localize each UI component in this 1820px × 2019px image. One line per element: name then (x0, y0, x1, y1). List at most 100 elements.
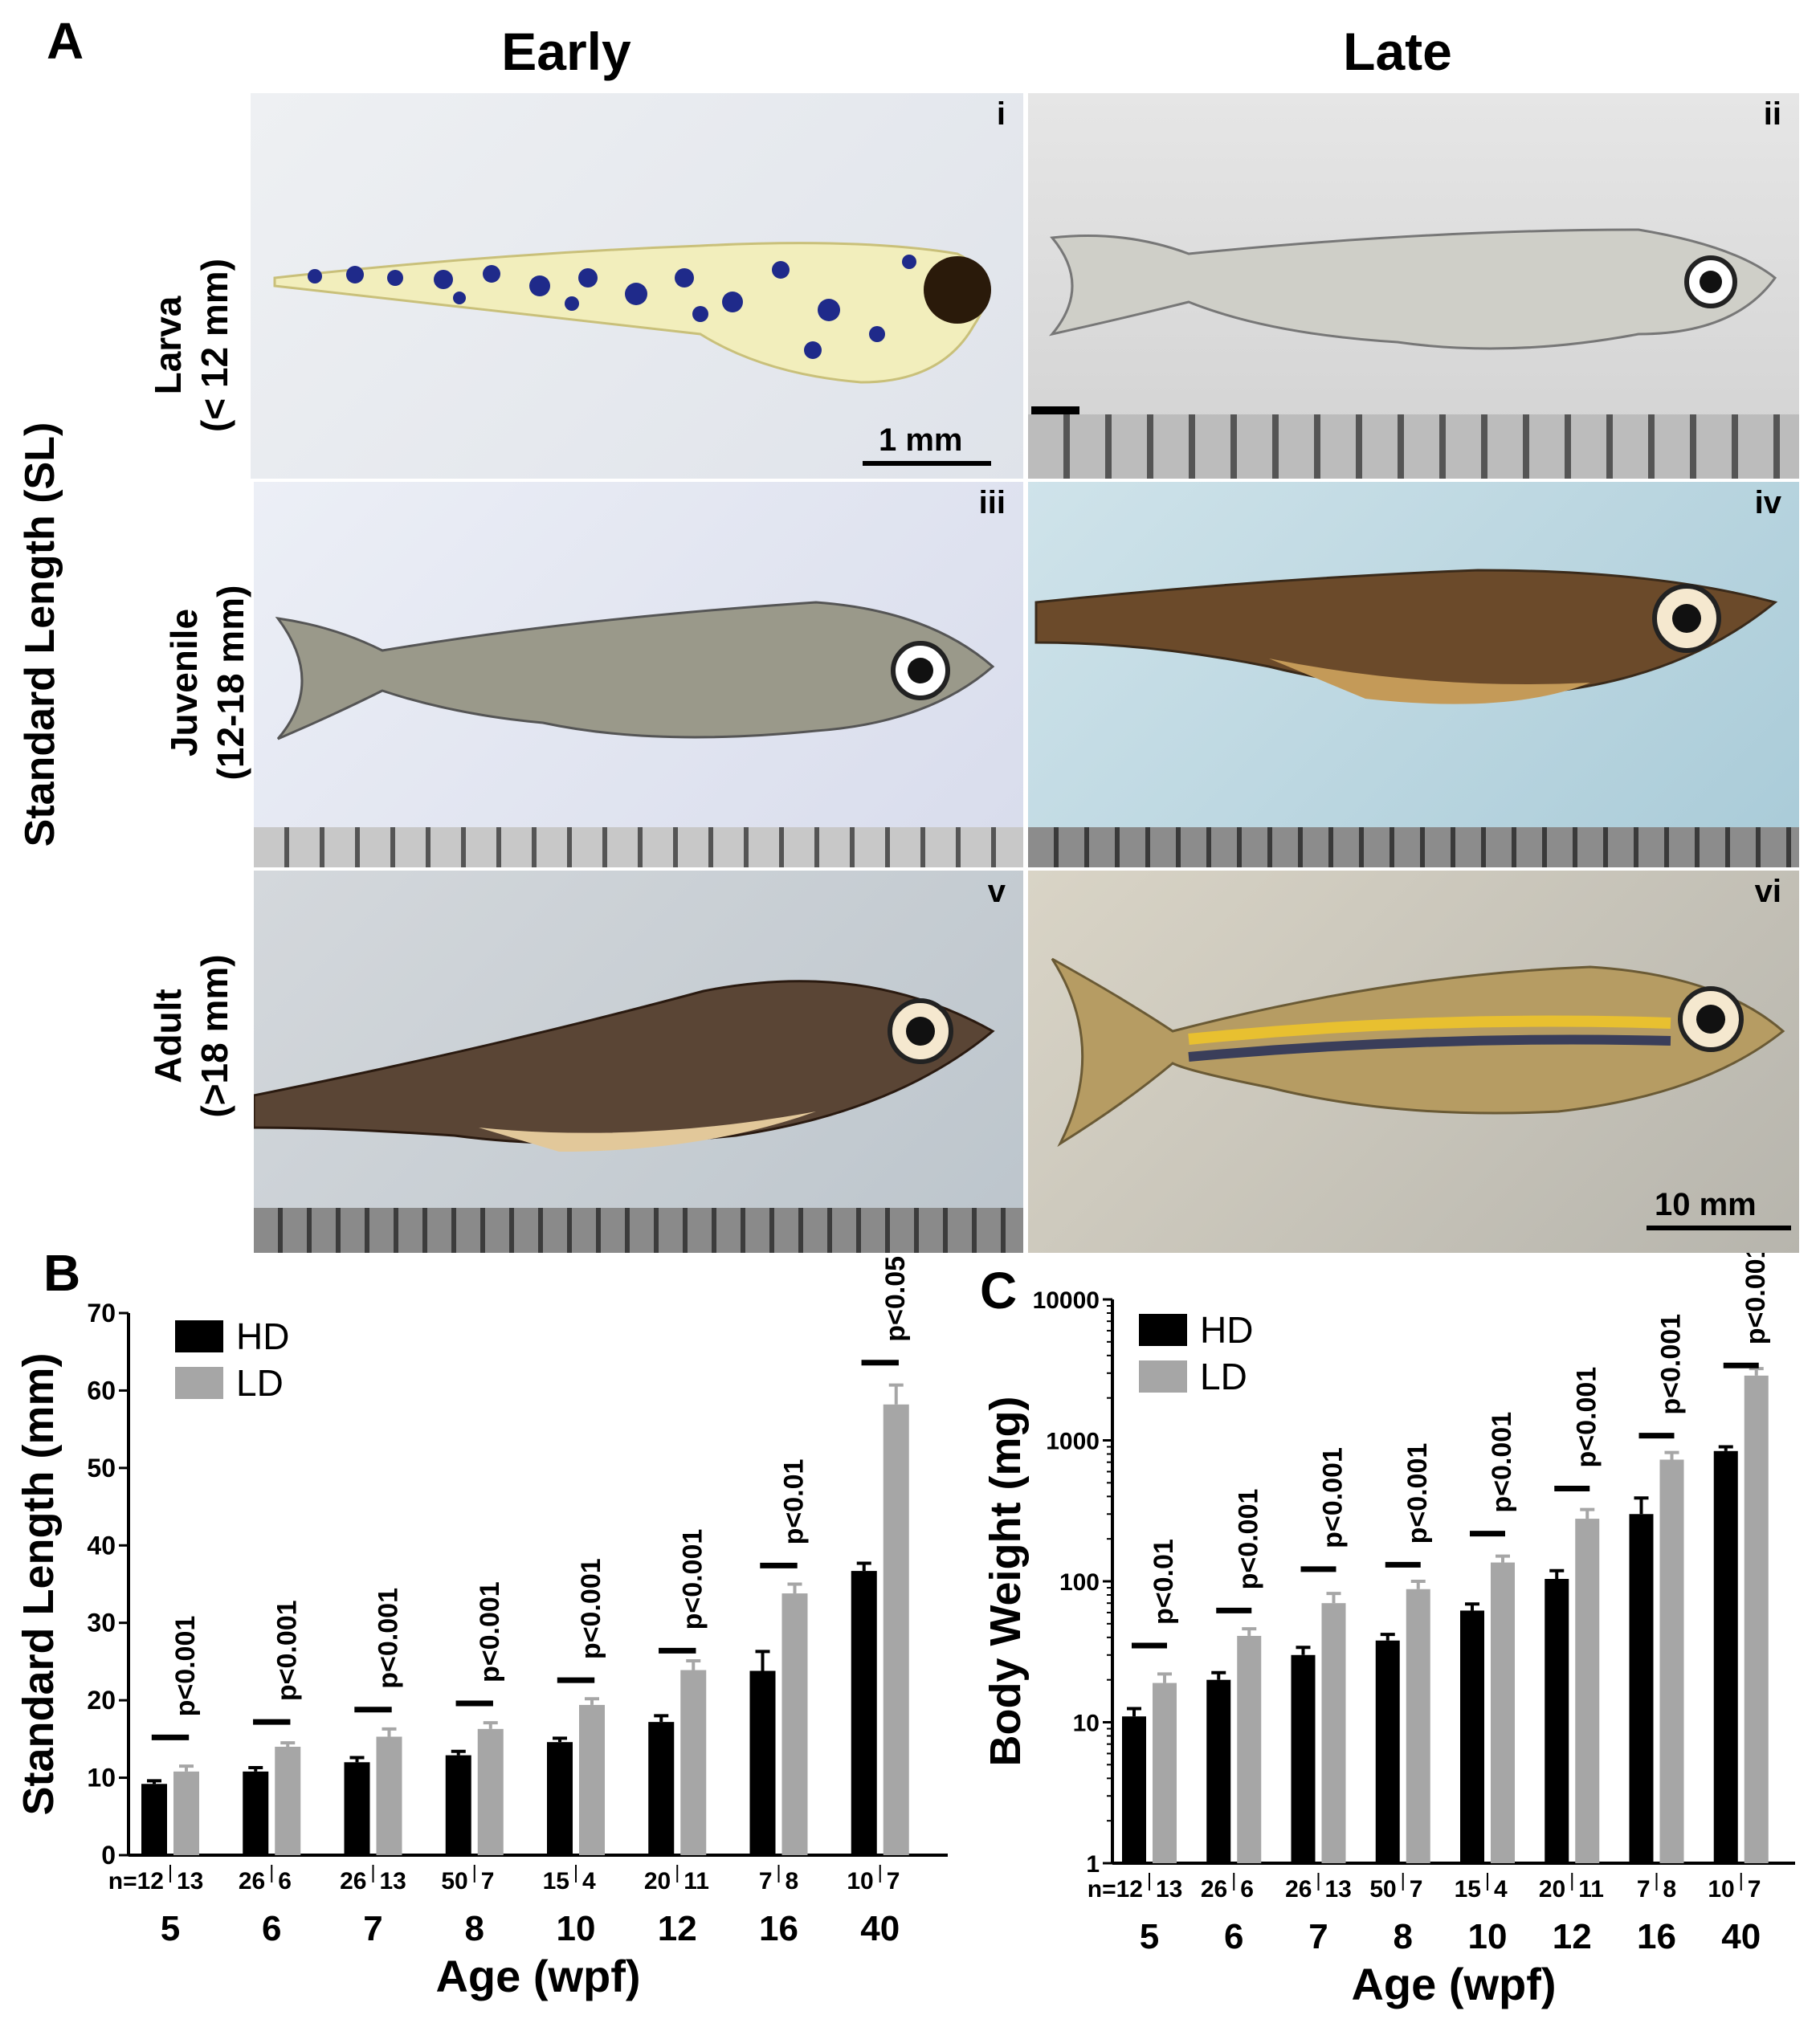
photo-label-iv: iv (1754, 485, 1781, 520)
n-label-ld: 7 (1748, 1876, 1761, 1903)
p-value-label: p<0.001 (1487, 1412, 1517, 1513)
p-value-label: p<0.001 (170, 1616, 201, 1717)
bar-ld (1575, 1519, 1600, 1863)
x-category-label: 16 (1637, 1917, 1676, 1956)
photo-adult-early: v (254, 871, 1023, 1253)
row-header-larva-line2: (< 12 mm) (194, 258, 235, 433)
x-category-label: 6 (262, 1909, 281, 1948)
n-label-hd: 15 (543, 1868, 569, 1895)
scale-bar-1mm (863, 461, 991, 466)
x-category-label: 40 (1721, 1917, 1761, 1956)
bar-hd (648, 1722, 675, 1855)
p-value-label: p<0.001 (373, 1588, 404, 1689)
panel-b-label: B (43, 1244, 81, 1302)
x-category-label: 7 (363, 1909, 382, 1948)
x-category-label: 12 (1553, 1917, 1592, 1956)
bar-ld (1744, 1375, 1769, 1863)
p-value-label: p<0.001 (1571, 1367, 1602, 1468)
x-category-label: 40 (860, 1909, 900, 1948)
photo-label-vi: vi (1754, 874, 1781, 909)
bar-ld (1237, 1635, 1262, 1863)
adult-early-fish (254, 980, 995, 1152)
row-header-adult-line2: (>18 mm) (194, 954, 235, 1118)
photo-juvenile-early: iii (254, 482, 1023, 867)
p-value-label: p<0.001 (1318, 1447, 1349, 1548)
legend-swatch-hd (175, 1320, 223, 1352)
n-label-hd: 10 (847, 1868, 873, 1895)
n-label-hd: 10 (1708, 1876, 1734, 1903)
y-tick-label: 0 (101, 1841, 116, 1870)
x-category-label: 7 (1308, 1917, 1328, 1956)
n-label-hd: 26 (340, 1868, 366, 1895)
y-axis-title: Body Weight (mg) (981, 1397, 1030, 1767)
n-label-ld: 6 (1240, 1876, 1254, 1903)
y-tick-label: 50 (87, 1454, 116, 1483)
bar-hd (1206, 1679, 1231, 1863)
legend-label-hd: HD (1200, 1309, 1253, 1351)
row-header-larva-line1: Larva (147, 296, 189, 395)
bar-hd (547, 1742, 573, 1855)
x-category-label: 8 (1394, 1917, 1413, 1956)
bar-hd (1545, 1579, 1569, 1863)
n-label-hd: 7 (759, 1868, 773, 1895)
p-value-label: p<0.001 (1740, 1253, 1771, 1344)
row-header-adult: Adult (>18 mm) (145, 916, 241, 1156)
bar-hd (344, 1762, 370, 1855)
bar-ld (1321, 1603, 1346, 1863)
n-label-hd: 15 (1455, 1876, 1481, 1903)
n-label-hd: 26 (1285, 1876, 1312, 1903)
legend-swatch-ld (1139, 1360, 1187, 1393)
x-category-label: 10 (557, 1909, 596, 1948)
n-label-ld: 13 (380, 1868, 406, 1895)
column-header-early: Early (501, 22, 631, 81)
p-value-label: p<0.01 (779, 1459, 810, 1545)
p-value-label: p<0.001 (1402, 1443, 1433, 1544)
chart-c-body-weight: 1 10 100 1000 10000 Body Weight (mg) p<0.01 n=1… (981, 1253, 1795, 2009)
ruler-iii (254, 827, 1023, 867)
bar-ld (477, 1728, 504, 1855)
photo-juvenile-late: iv (1028, 482, 1799, 867)
x-category-label: 8 (465, 1909, 484, 1948)
photo-larva-late: ii (1028, 93, 1799, 479)
x-axis-title: Age (wpf) (1351, 1959, 1556, 2009)
x-category-label: 10 (1468, 1917, 1508, 1956)
x-category-label: 16 (759, 1909, 798, 1948)
y-axis-title: Standard Length (mm) (14, 1353, 63, 1816)
scale-bar-10mm (1647, 1226, 1791, 1230)
photo-label-iii: iii (978, 485, 1006, 520)
n-label-hd: 50 (1369, 1876, 1396, 1903)
p-value-label: p<0.001 (1233, 1489, 1263, 1590)
ruler-iv (1028, 827, 1799, 867)
bar-ld (1153, 1682, 1177, 1863)
y-tick-label: 100 (1059, 1569, 1100, 1596)
p-value-label: p<0.001 (1656, 1314, 1687, 1415)
photo-label-v: v (987, 874, 1006, 909)
bar-ld (376, 1736, 402, 1855)
bar-ld (275, 1747, 301, 1855)
photo-label-ii: ii (1763, 96, 1781, 132)
y-tick-label: 1 (1086, 1851, 1100, 1878)
scale-bar-1mm-label: 1 mm (879, 422, 963, 458)
photo-larva-early: i 1 mm (251, 93, 1023, 479)
bar-hd (1291, 1654, 1316, 1863)
p-value-label: p<0.001 (576, 1558, 606, 1659)
n-label-hd: 26 (239, 1868, 265, 1895)
n-label-hd: 50 (441, 1868, 467, 1895)
larva-early-fish (273, 242, 991, 384)
y-tick-label: 10 (87, 1764, 116, 1793)
n-label-hd: 26 (1201, 1876, 1227, 1903)
bar-ld (1491, 1562, 1515, 1863)
n-label-ld: 4 (582, 1868, 596, 1895)
n-label-ld: 6 (278, 1868, 292, 1895)
p-value-label: p<0.001 (475, 1581, 505, 1682)
standard-length-axis-label: Standard Length (SL) (17, 422, 63, 847)
n-label-hd: 7 (1637, 1876, 1651, 1903)
n-label-hd: 20 (1539, 1876, 1565, 1903)
bar-hd (1713, 1450, 1738, 1863)
y-tick-label: 30 (87, 1609, 116, 1638)
bar-hd (141, 1784, 167, 1855)
column-header-late: Late (1343, 22, 1452, 81)
bar-hd (1122, 1716, 1146, 1863)
legend-swatch-ld (175, 1367, 223, 1399)
row-header-juvenile-line1: Juvenile (163, 608, 205, 757)
